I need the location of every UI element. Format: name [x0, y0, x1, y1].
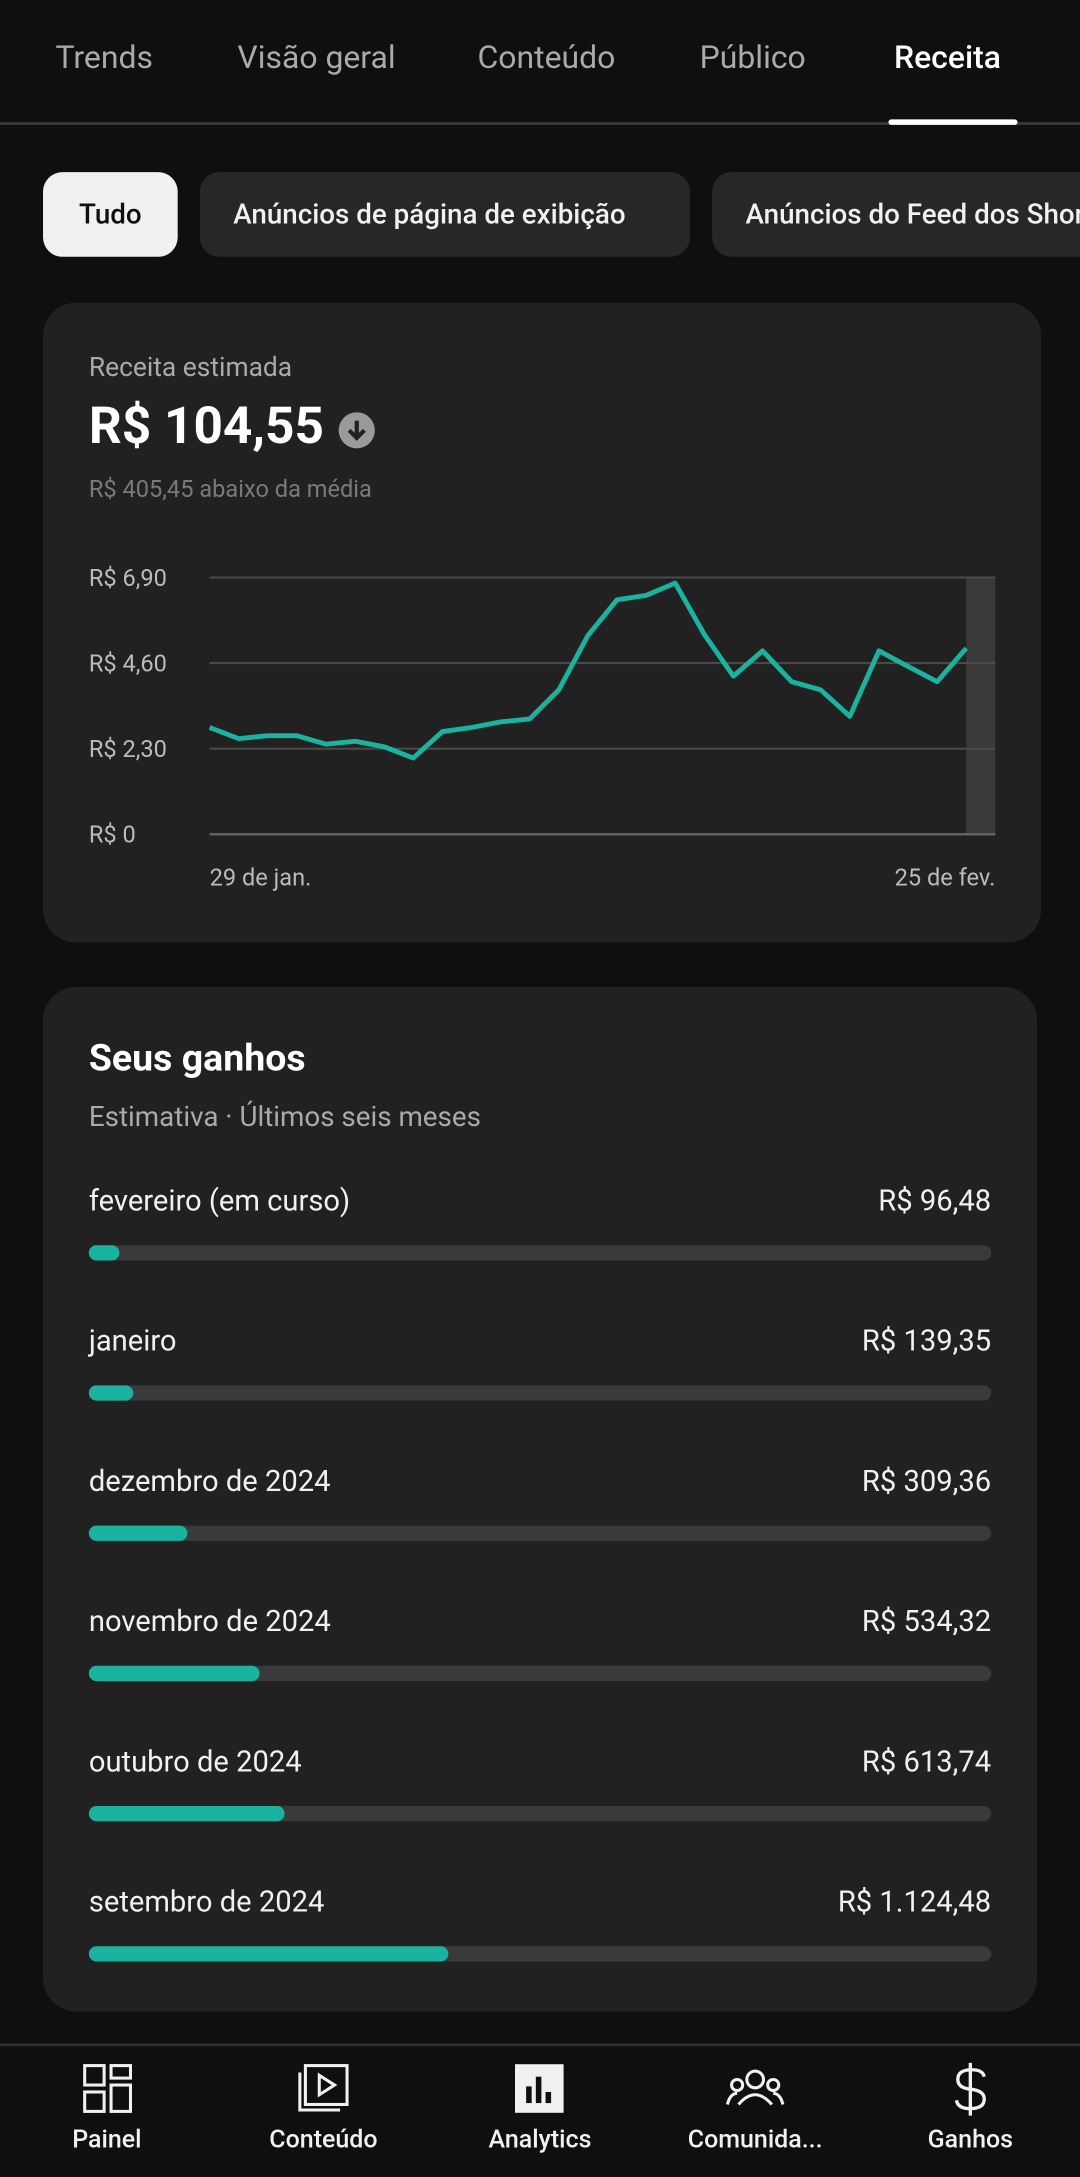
icon-analytics [515, 2064, 564, 2113]
bar-track [88, 1385, 992, 1401]
y-tick-label: R$ 0 [89, 821, 136, 849]
earnings-bar [88, 1245, 120, 1261]
nav-item[interactable]: Painel [72, 2125, 142, 2155]
earnings-bar [88, 1525, 188, 1541]
month-value: R$ 534,32 [861, 1606, 992, 1640]
month-value: R$ 309,36 [861, 1465, 992, 1500]
tab[interactable]: Visão geral [237, 38, 396, 77]
month-label: novembro de 2024 [88, 1606, 331, 1640]
nav-item[interactable]: Analytics [488, 2125, 592, 2155]
bar-track [88, 1665, 992, 1682]
earnings-bar [88, 1385, 134, 1401]
x-tick-label: 29 de jan. [210, 864, 312, 892]
revenue-line [208, 580, 969, 761]
nav-divider [0, 2043, 1080, 2047]
month-label: fevereiro (em curso) [88, 1185, 351, 1219]
month-label: dezembro de 2024 [88, 1465, 331, 1500]
icon-dashboard [83, 2064, 133, 2113]
tab-indicator [888, 119, 1018, 125]
month-label: outubro de 2024 [88, 1746, 302, 1780]
nav-item[interactable]: Conteúdo [269, 2125, 378, 2155]
x-tick-label: 25 de fev. [895, 864, 996, 892]
revenue-comparison: R$ 405,45 abaixo da média [88, 476, 372, 504]
tab[interactable]: Trends [55, 38, 153, 77]
revenue-label: Receita estimada [88, 351, 293, 384]
y-tick-label: R$ 2,30 [89, 735, 167, 763]
month-value: R$ 96,48 [878, 1185, 992, 1219]
nav-item[interactable]: Ganhos [927, 2125, 1013, 2155]
bar-track [88, 1525, 992, 1541]
month-label: janeiro [88, 1325, 177, 1360]
month-value: R$ 613,74 [861, 1746, 992, 1780]
nav-item[interactable]: Comunida... [687, 2125, 823, 2155]
revenue-amount: R$ 104,55 [88, 397, 324, 457]
month-value: R$ 1.124,48 [837, 1886, 992, 1920]
y-tick-label: R$ 4,60 [89, 649, 167, 677]
current-day-highlight [966, 577, 996, 835]
nav-icons [83, 2062, 986, 2116]
revenue-card [43, 302, 1042, 943]
earnings-subtitle: Estimativa · Últimos seis meses [88, 1099, 481, 1133]
line-chart: R$ 0 R$ 2,30 R$ 4,60 R$ 6,90 29 de jan. 25 de… [89, 564, 996, 892]
earnings-card [43, 986, 1037, 2012]
earnings-title: Seus ganhos [88, 1035, 306, 1080]
chip[interactable]: Anúncios de página de exibição [199, 172, 690, 257]
y-tick-label: R$ 6,90 [89, 564, 167, 592]
earnings-bar [88, 1946, 448, 1962]
icon-earnings [954, 2062, 986, 2116]
tab-divider [0, 122, 1080, 125]
bar-track [88, 1245, 992, 1261]
earnings-bar [88, 1806, 285, 1822]
chip[interactable]: Tudo [43, 172, 178, 257]
month-value: R$ 139,35 [861, 1325, 992, 1360]
tab[interactable]: Público [699, 38, 806, 77]
chip[interactable]: Anúncios do Feed dos Shorts [712, 172, 1080, 257]
tab[interactable]: Receita [893, 38, 1001, 77]
bar-track [88, 1806, 992, 1822]
month-label: setembro de 2024 [88, 1886, 325, 1920]
icon-community [725, 2069, 785, 2106]
icon-content [298, 2064, 349, 2112]
down-icon [338, 412, 375, 449]
tab[interactable]: Conteúdo [477, 38, 616, 77]
earnings-bar [88, 1665, 260, 1682]
